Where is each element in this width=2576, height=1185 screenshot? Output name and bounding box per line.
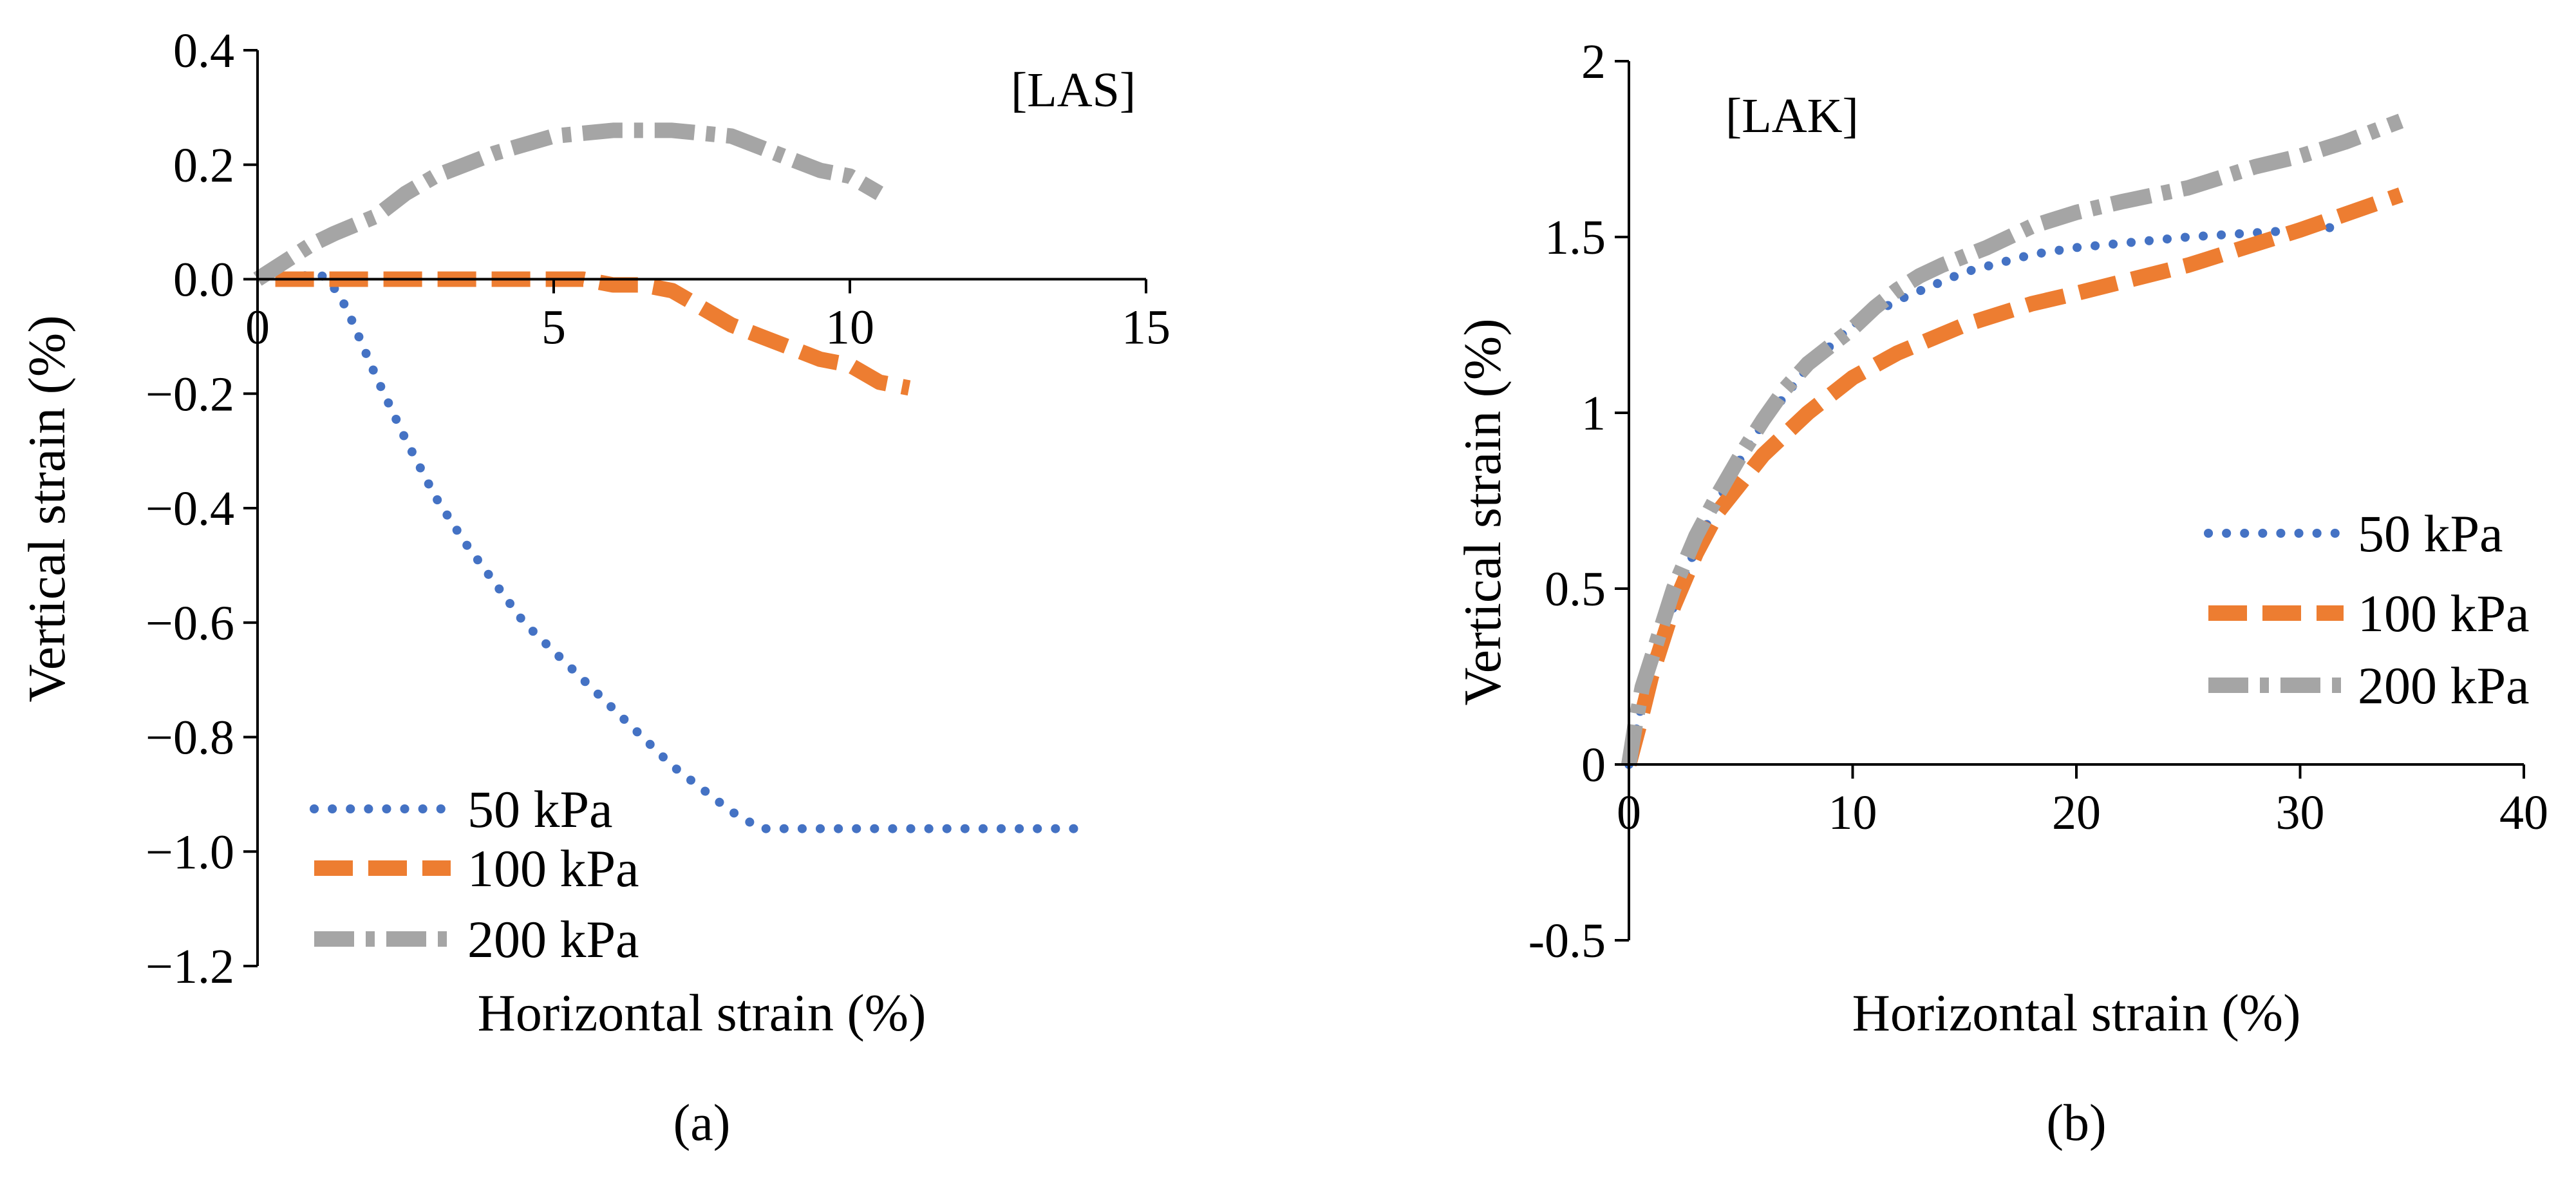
chart-a-y-tick-label: 0.4 — [173, 24, 234, 78]
chart-a-y-tick-label: −1.2 — [146, 940, 234, 994]
chart-a-legend-label-100kpa: 100 kPa — [467, 839, 639, 898]
chart-b-legend-label-50kpa: 50 kPa — [2358, 504, 2503, 563]
chart-b-y-axis-title: Vertical strain (%) — [1453, 318, 1512, 705]
chart-a-x-tick-label: 10 — [825, 301, 874, 355]
chart-b-x-tick-label: 40 — [2499, 786, 2548, 840]
chart-a-legend-label-50kpa: 50 kPa — [467, 780, 613, 839]
chart-b-legend-item-50kpa: 50 kPa — [2204, 504, 2503, 563]
chart-b-x-tick-label: 10 — [1829, 786, 1877, 840]
chart-panel-b: 2 1.5 1 0.5 0 -0.5 0 10 20 30 40 Horizontal strain… — [1453, 35, 2548, 1152]
chart-a-caption: (a) — [673, 1095, 731, 1152]
chart-a-dataset-tag: [LAS] — [1011, 63, 1136, 117]
chart-b-x-tick-label: 0 — [1617, 786, 1641, 840]
chart-a-x-tick-label: 0 — [245, 301, 270, 355]
chart-a-y-tick-label: 0.2 — [173, 138, 234, 193]
chart-b-y-tick-label: 2 — [1581, 35, 1606, 89]
chart-b-tick-labels: 2 1.5 1 0.5 0 -0.5 0 10 20 30 40 — [1528, 35, 2548, 968]
chart-a-series — [253, 122, 1080, 833]
chart-a-x-tick-label: 5 — [541, 301, 566, 355]
chart-b-y-tick-label: 0.5 — [1545, 562, 1606, 616]
chart-a-legend-item-100kpa: 100 kPa — [314, 839, 639, 898]
chart-b-y-tick-label: 1 — [1581, 386, 1606, 441]
chart-panel-a: 0.40.20.0−0.2−0.4−0.6−0.8−1.0−1.20 5 10 15 … — [17, 24, 1170, 1152]
chart-b-y-tick-label: 1.5 — [1545, 211, 1606, 265]
chart-a-tick-labels: 0.4 0.2 0.0 −0.2 −0.4 −0.6 −0.8 −1.0 −1.2 0 5 10 15 — [146, 24, 1170, 994]
chart-a-y-tick-label: −0.2 — [146, 367, 234, 421]
chart-b-legend-item-100kpa: 100 kPa — [2208, 584, 2530, 643]
chart-a-series-line-100kpa — [275, 271, 911, 396]
chart-b-legend-label-200kpa: 200 kPa — [2358, 656, 2530, 715]
chart-a-y-tick-label: −1.0 — [146, 825, 234, 879]
chart-a-y-axis-title: Vertical strain (%) — [17, 315, 76, 702]
chart-b-legend-item-200kpa: 200 kPa — [2208, 656, 2530, 715]
chart-b-x-tick-label: 30 — [2276, 786, 2325, 840]
chart-a-legend-label-200kpa: 200 kPa — [467, 910, 639, 969]
chart-a-series-line-200kpa — [253, 122, 884, 286]
chart-a-legend-item-200kpa: 200 kPa — [314, 910, 639, 969]
chart-b-legend-label-100kpa: 100 kPa — [2358, 584, 2530, 643]
chart-a-y-tick-label: 0.0 — [173, 253, 234, 307]
chart-b-legend: 50 kPa 100 kPa 200 kPa — [2204, 504, 2530, 715]
chart-b-y-tick-label: -0.5 — [1528, 914, 1606, 968]
chart-b-dataset-tag: [LAK] — [1725, 89, 1859, 143]
chart-a-axes — [243, 49, 1147, 967]
chart-b-axes — [1615, 60, 2525, 942]
chart-b-series-line-100kpa — [1621, 187, 2403, 767]
chart-a-y-tick-label: −0.6 — [146, 596, 234, 650]
chart-a-y-tick-label: −0.8 — [146, 711, 234, 765]
chart-a-x-tick-label: 15 — [1122, 301, 1170, 355]
chart-b-series — [1621, 113, 2404, 769]
chart-b-x-tick-label: 20 — [2052, 786, 2101, 840]
chart-b-series-line-200kpa — [1621, 113, 2404, 766]
chart-a-x-axis-title: Horizontal strain (%) — [478, 983, 926, 1042]
chart-a-legend: 50 kPa 100 kPa 200 kPa — [310, 780, 639, 969]
chart-a-y-tick-label: −0.4 — [146, 482, 234, 536]
chart-a-series-line-50kpa — [283, 269, 1080, 833]
chart-b-y-tick-label: 0 — [1581, 738, 1606, 792]
chart-a-legend-item-50kpa: 50 kPa — [310, 780, 613, 839]
chart-b-x-axis-title: Horizontal strain (%) — [1852, 983, 2301, 1042]
chart-b-caption: (b) — [2046, 1095, 2106, 1152]
